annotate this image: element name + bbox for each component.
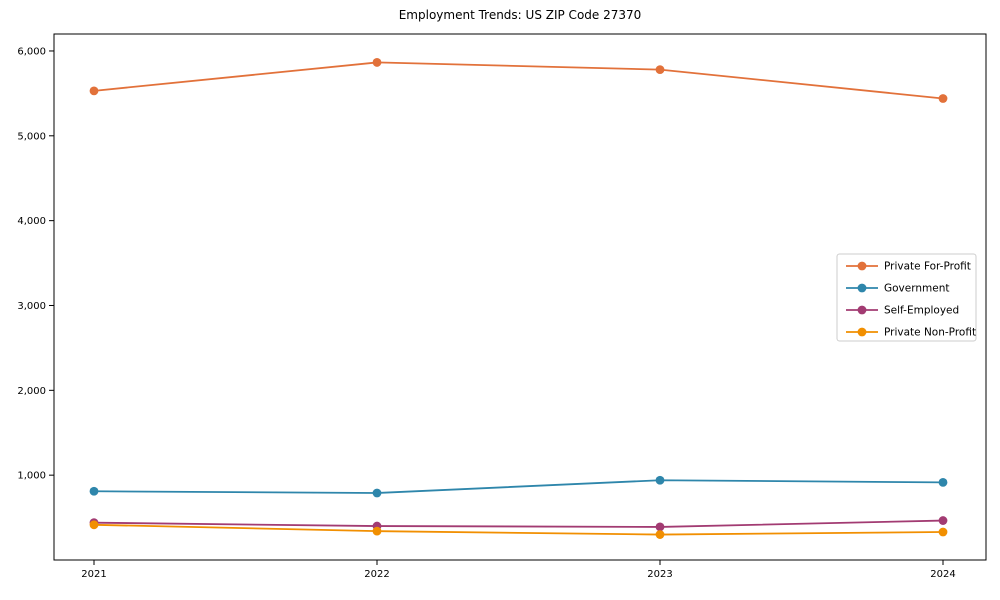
series-marker-private-for-profit-2022	[372, 58, 382, 67]
x-tick-label-2022: 2022	[364, 569, 389, 580]
series-marker-government-2021	[89, 486, 99, 496]
legend-label-private-for-profit: Private For-Profit	[884, 261, 971, 273]
series-marker-self-employed-2023	[655, 522, 665, 532]
legend-label-government: Government	[884, 283, 949, 295]
series-marker-private-non-profit-2024	[938, 527, 948, 537]
series-marker-government-2024	[938, 477, 948, 487]
y-tick-label: 5,000	[17, 131, 46, 142]
y-tick-label: 2,000	[17, 386, 46, 397]
series-marker-private-non-profit-2022	[372, 526, 382, 536]
series-line-government	[93, 479, 944, 494]
legend-label-private-non-profit: Private Non-Profit	[884, 327, 976, 339]
y-tick-label: 4,000	[17, 216, 46, 227]
y-tick-label: 6,000	[17, 46, 46, 57]
legend-marker-dot-private-non-profit	[857, 327, 867, 337]
series-marker-government-2023	[655, 475, 665, 485]
series-marker-private-for-profit-2021	[89, 86, 99, 96]
series-line-private-non-profit	[93, 523, 944, 536]
legend-marker-dot-private-for-profit	[857, 261, 867, 271]
x-tick-label-2024: 2024	[930, 569, 955, 580]
x-tick-label-2023: 2023	[647, 569, 672, 580]
y-tick-label: 3,000	[17, 301, 46, 312]
legend-box	[836, 253, 977, 342]
series-marker-private-for-profit-2023	[655, 65, 665, 75]
series-line-self-employed	[93, 519, 944, 528]
legend-marker-dot-self-employed	[857, 305, 867, 315]
series-marker-government-2022	[372, 488, 382, 498]
plot-border	[53, 33, 987, 561]
legend-label-self-employed: Self-Employed	[884, 305, 959, 317]
series-marker-private-non-profit-2021	[89, 520, 99, 530]
series-line-private-for-profit	[93, 61, 944, 100]
y-tick-label: 1,000	[17, 471, 46, 482]
series-marker-private-non-profit-2023	[655, 530, 665, 539]
series-marker-private-for-profit-2024	[938, 94, 948, 103]
legend-marker-dot-government	[857, 283, 867, 293]
x-tick-label-2021: 2021	[81, 569, 106, 580]
chart-title: Employment Trends: US ZIP Code 27370	[398, 8, 642, 22]
series-marker-self-employed-2024	[938, 516, 948, 525]
